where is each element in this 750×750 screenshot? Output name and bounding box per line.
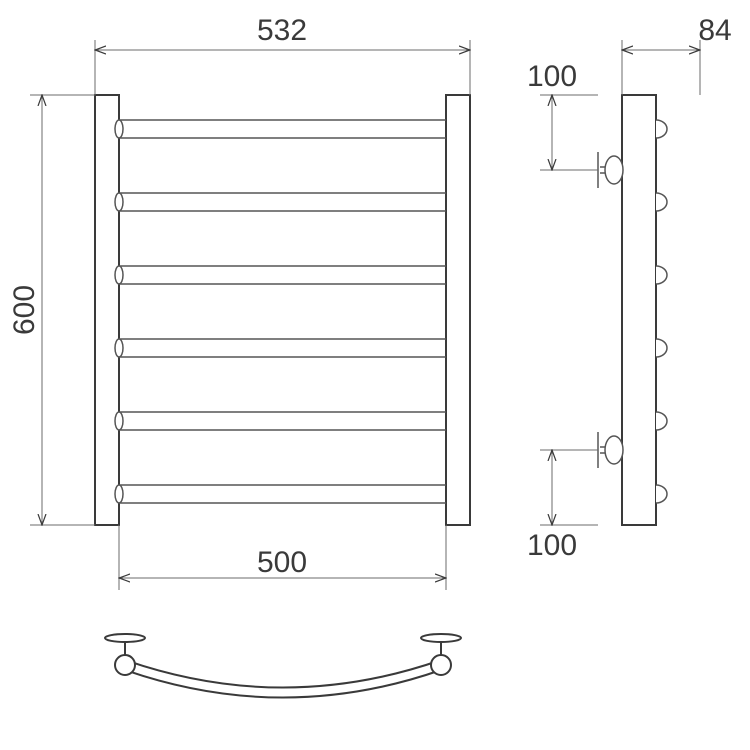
dim-532: 532 [95, 14, 470, 95]
front-view: 532 500 600 [8, 14, 470, 590]
dim-100-bot-label: 100 [527, 529, 577, 562]
dim-100-top-label: 100 [527, 60, 577, 93]
dim-600-label: 600 [8, 285, 41, 335]
dim-500: 500 [119, 525, 446, 590]
dim-100-bot: 100 [527, 450, 598, 562]
dim-600: 600 [8, 95, 95, 525]
dim-84: 84 [622, 14, 732, 95]
technical-drawing: 532 500 600 [0, 0, 750, 750]
front-bars [115, 120, 446, 503]
dim-532-label: 532 [257, 14, 307, 47]
side-view: 84 100 100 [527, 14, 732, 562]
dim-100-top: 100 [527, 60, 598, 170]
dim-500-label: 500 [257, 546, 307, 579]
side-brackets [598, 152, 623, 468]
side-rung-ends [656, 120, 667, 503]
top-profile-view [105, 634, 461, 698]
dim-84-label: 84 [698, 14, 731, 47]
